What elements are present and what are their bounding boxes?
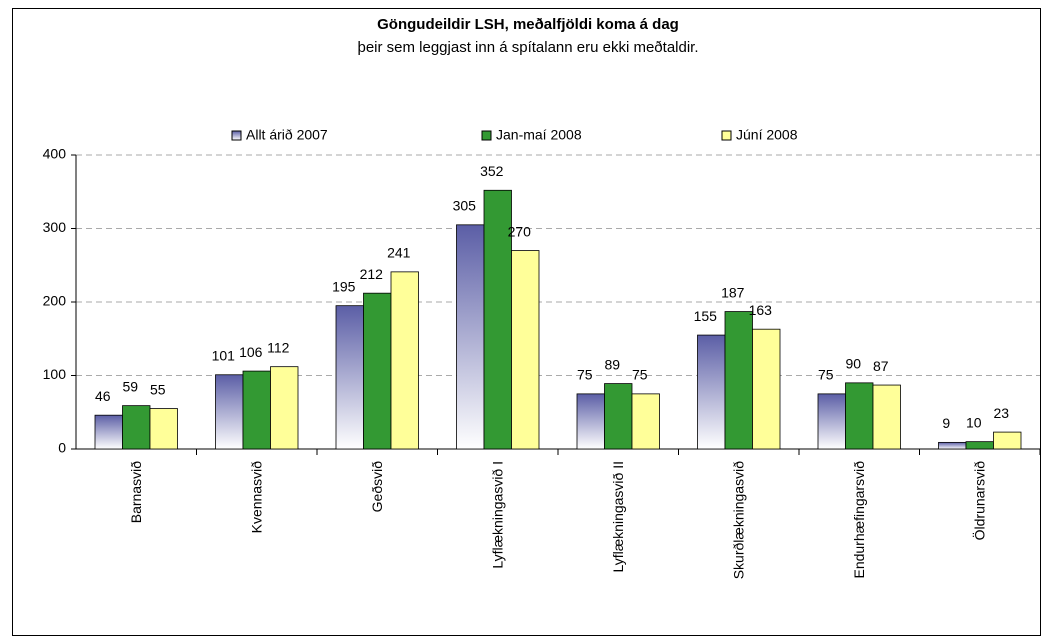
data-label: 9	[942, 415, 950, 431]
y-tick-label: 300	[43, 219, 67, 235]
bar	[938, 441, 967, 450]
data-label: 59	[122, 378, 138, 394]
bar	[456, 224, 485, 450]
data-label: 241	[387, 245, 411, 261]
data-label: 101	[212, 347, 236, 363]
bar	[724, 311, 753, 450]
data-label: 46	[95, 388, 111, 404]
bar	[215, 374, 244, 450]
bar	[94, 414, 123, 450]
bar	[965, 441, 994, 450]
bar	[631, 393, 660, 450]
data-label: 75	[818, 367, 834, 383]
data-label: 75	[632, 367, 648, 383]
data-label: 90	[845, 356, 861, 372]
legend-label: Jan-maí 2008	[496, 127, 582, 143]
legend-label: Allt árið 2007	[246, 127, 328, 143]
bar	[122, 405, 151, 450]
x-tick-label: Barnasvið	[128, 461, 144, 523]
data-label: 305	[453, 198, 477, 214]
data-label: 163	[749, 302, 773, 318]
bar	[390, 271, 419, 450]
data-label: 212	[360, 266, 384, 282]
y-tick-label: 200	[43, 293, 67, 309]
bar	[752, 328, 781, 450]
bar	[242, 370, 271, 450]
bar	[872, 384, 901, 450]
data-label: 106	[239, 344, 263, 360]
bar	[335, 305, 364, 450]
x-tick-label: Lyflækningasvið II	[610, 461, 626, 573]
legend-swatch	[481, 130, 492, 141]
bar	[993, 431, 1022, 450]
legend-swatch	[721, 130, 732, 141]
x-tick-label: Geðsvið	[369, 461, 385, 513]
data-label: 352	[480, 163, 504, 179]
data-label: 10	[966, 414, 982, 430]
bar	[149, 408, 178, 450]
data-label: 270	[508, 223, 532, 239]
data-label: 75	[577, 367, 593, 383]
x-tick-label: Skurðlækningasvið	[730, 461, 746, 579]
data-label: 195	[332, 278, 356, 294]
data-label: 89	[604, 356, 620, 372]
y-tick-label: 400	[43, 146, 67, 162]
bar	[270, 366, 299, 450]
x-tick-label: Endurhæfingarsvið	[851, 461, 867, 579]
chart-title: Göngudeildir LSH, meðalfjöldi koma á dag	[377, 16, 679, 33]
bar	[604, 383, 633, 450]
bar	[697, 334, 726, 450]
y-tick-label: 0	[58, 440, 66, 456]
bar	[363, 292, 392, 450]
legend-label: Júní 2008	[736, 127, 798, 143]
data-label: 87	[873, 358, 889, 374]
bar	[817, 393, 846, 450]
y-tick-label: 100	[43, 366, 67, 382]
data-label: 112	[267, 339, 290, 355]
data-label: 187	[721, 284, 745, 300]
bar	[511, 250, 540, 450]
data-label: 155	[694, 308, 718, 324]
x-tick-label: Lyflækningasvið I	[489, 461, 505, 569]
chart-subtitle: þeir sem leggjast inn á spítalann eru ek…	[357, 39, 698, 56]
bar	[576, 393, 605, 450]
data-label: 23	[993, 405, 1009, 421]
bar	[845, 382, 874, 450]
legend-swatch	[231, 130, 242, 141]
data-label: 55	[150, 381, 166, 397]
x-tick-label: Kvennasvið	[248, 461, 264, 534]
x-tick-label: Öldrunarsvið	[970, 461, 987, 541]
